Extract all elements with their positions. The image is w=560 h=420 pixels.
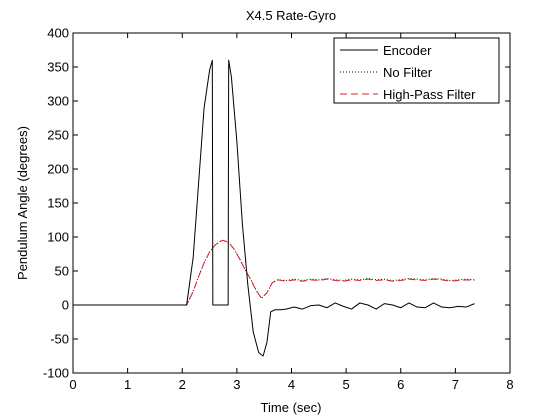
axes-frame bbox=[72, 32, 511, 374]
x-tick-label: 6 bbox=[397, 377, 404, 392]
y-tick-label: 400 bbox=[47, 26, 69, 41]
y-tick-label: 150 bbox=[47, 196, 69, 211]
y-tick-label: 200 bbox=[47, 162, 69, 177]
y-tick-label: 300 bbox=[47, 94, 69, 109]
series-line-high-pass-filter bbox=[73, 239, 475, 306]
x-tick-label: 2 bbox=[179, 377, 186, 392]
y-tick-label: 50 bbox=[55, 264, 69, 279]
axis-ticks: 0 1 2 3 4 5 6 7 8 -100 -50 0 50 100 150 200 250 300 350 400 bbox=[43, 26, 514, 393]
x-tick-label: 1 bbox=[124, 377, 131, 392]
series-line-no-filter bbox=[73, 239, 475, 306]
x-tick-label: 3 bbox=[233, 377, 240, 392]
x-tick-label: 8 bbox=[506, 377, 513, 392]
x-tick-label: 5 bbox=[343, 377, 350, 392]
legend-label-high-pass-filter: High-Pass Filter bbox=[383, 87, 476, 102]
x-tick-label: 0 bbox=[69, 377, 76, 392]
y-tick-label: -100 bbox=[43, 366, 69, 381]
y-tick-label: 250 bbox=[47, 128, 69, 143]
legend-label-no-filter: No Filter bbox=[383, 65, 433, 80]
legend-label-encoder: Encoder bbox=[383, 43, 432, 58]
x-tick-label: 7 bbox=[452, 377, 459, 392]
y-tick-label: -50 bbox=[50, 332, 69, 347]
legend: Encoder No Filter High-Pass Filter bbox=[333, 37, 500, 104]
y-axis-label: Pendulum Angle (degrees) bbox=[15, 126, 30, 280]
legend-box bbox=[333, 37, 500, 104]
y-tick-label: 0 bbox=[62, 298, 69, 313]
chart-title: X4.5 Rate-Gyro bbox=[246, 8, 336, 23]
x-tick-label: 4 bbox=[288, 377, 295, 392]
series-line-encoder bbox=[73, 59, 475, 357]
y-tick-label: 100 bbox=[47, 230, 69, 245]
y-tick-label: 350 bbox=[47, 60, 69, 75]
x-axis-label: Time (sec) bbox=[261, 400, 322, 415]
series-lines bbox=[73, 59, 475, 357]
